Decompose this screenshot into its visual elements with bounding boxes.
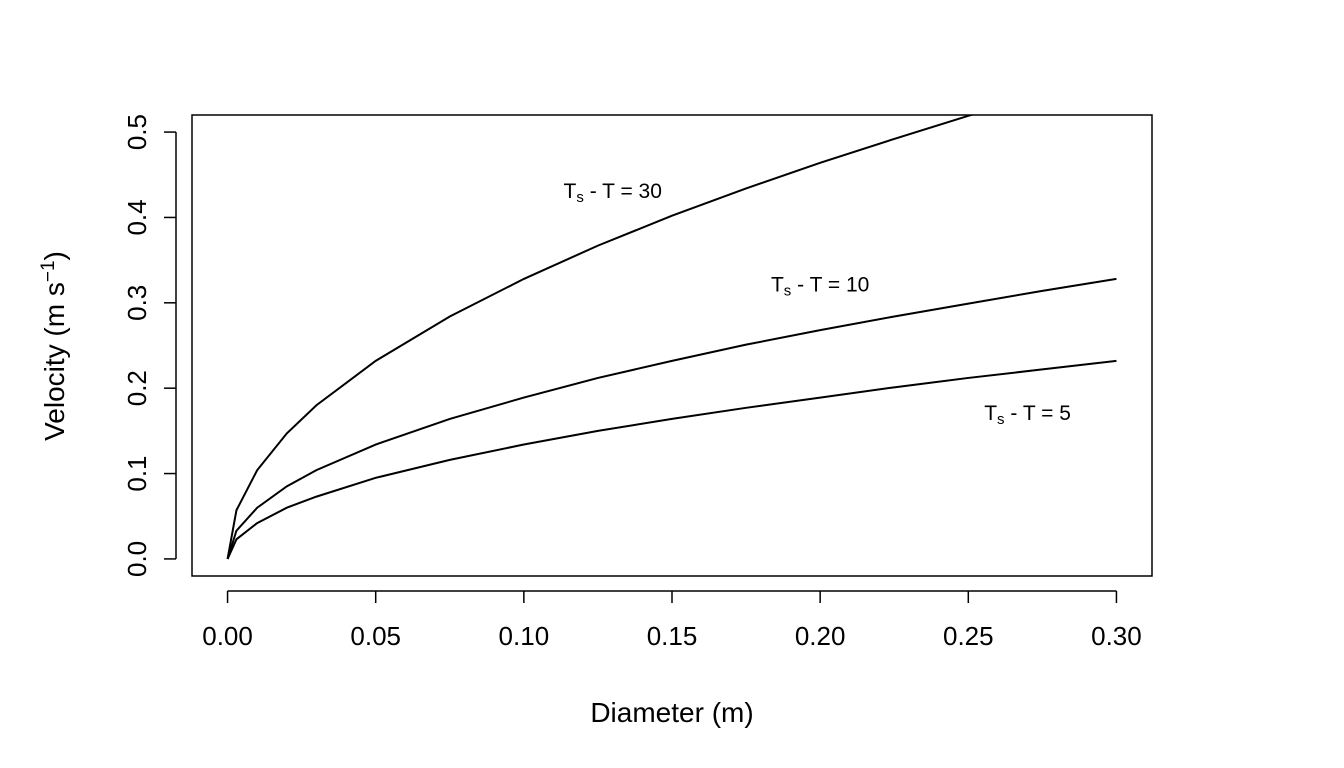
series-line bbox=[226, 277, 1117, 560]
y-axis-title-end: ) bbox=[39, 251, 70, 260]
annotation: Ts - T = 10 bbox=[771, 273, 869, 299]
annotation-text: T bbox=[984, 401, 997, 424]
x-tick-label: 0.10 bbox=[499, 621, 550, 651]
x-tick-label: 0.25 bbox=[943, 621, 994, 651]
annotation-rest: - T = 10 bbox=[791, 273, 869, 296]
plot-box bbox=[191, 114, 1153, 577]
annotation-text: T bbox=[771, 273, 784, 296]
annotation-sub: s bbox=[997, 411, 1005, 428]
y-tick-label: 0.4 bbox=[122, 199, 152, 235]
lines bbox=[226, 115, 1117, 560]
annotation-sub: s bbox=[784, 283, 792, 300]
y-tick-label: 0.0 bbox=[122, 541, 152, 577]
y-tick-label: 0.5 bbox=[122, 114, 152, 150]
y-axis-title-text: Velocity (m s bbox=[39, 282, 70, 441]
y-tick-label: 0.3 bbox=[122, 285, 152, 321]
x-tick-label: 0.20 bbox=[795, 621, 846, 651]
y-tick-label: 0.2 bbox=[122, 370, 152, 406]
x-axis-title: Diameter (m) bbox=[590, 697, 753, 728]
annotation: Ts - T = 30 bbox=[564, 179, 662, 205]
x-tick-label: 0.00 bbox=[202, 621, 253, 651]
annotation-text: T bbox=[564, 179, 577, 202]
annotation: Ts - T = 5 bbox=[984, 401, 1071, 427]
annotation-rest: - T = 30 bbox=[584, 179, 662, 202]
series-line bbox=[226, 359, 1117, 560]
x-tick-label: 0.15 bbox=[647, 621, 698, 651]
y-axis-title: Velocity (m s−1) bbox=[38, 251, 70, 441]
annotation-rest: - T = 5 bbox=[1005, 401, 1071, 424]
series-line bbox=[226, 115, 975, 560]
x-tick-label: 0.05 bbox=[350, 621, 401, 651]
y-tick-label: 0.1 bbox=[122, 455, 152, 491]
y-axis-title-sup: −1 bbox=[38, 260, 59, 282]
annotation-sub: s bbox=[576, 189, 584, 206]
x-tick-label: 0.30 bbox=[1091, 621, 1142, 651]
